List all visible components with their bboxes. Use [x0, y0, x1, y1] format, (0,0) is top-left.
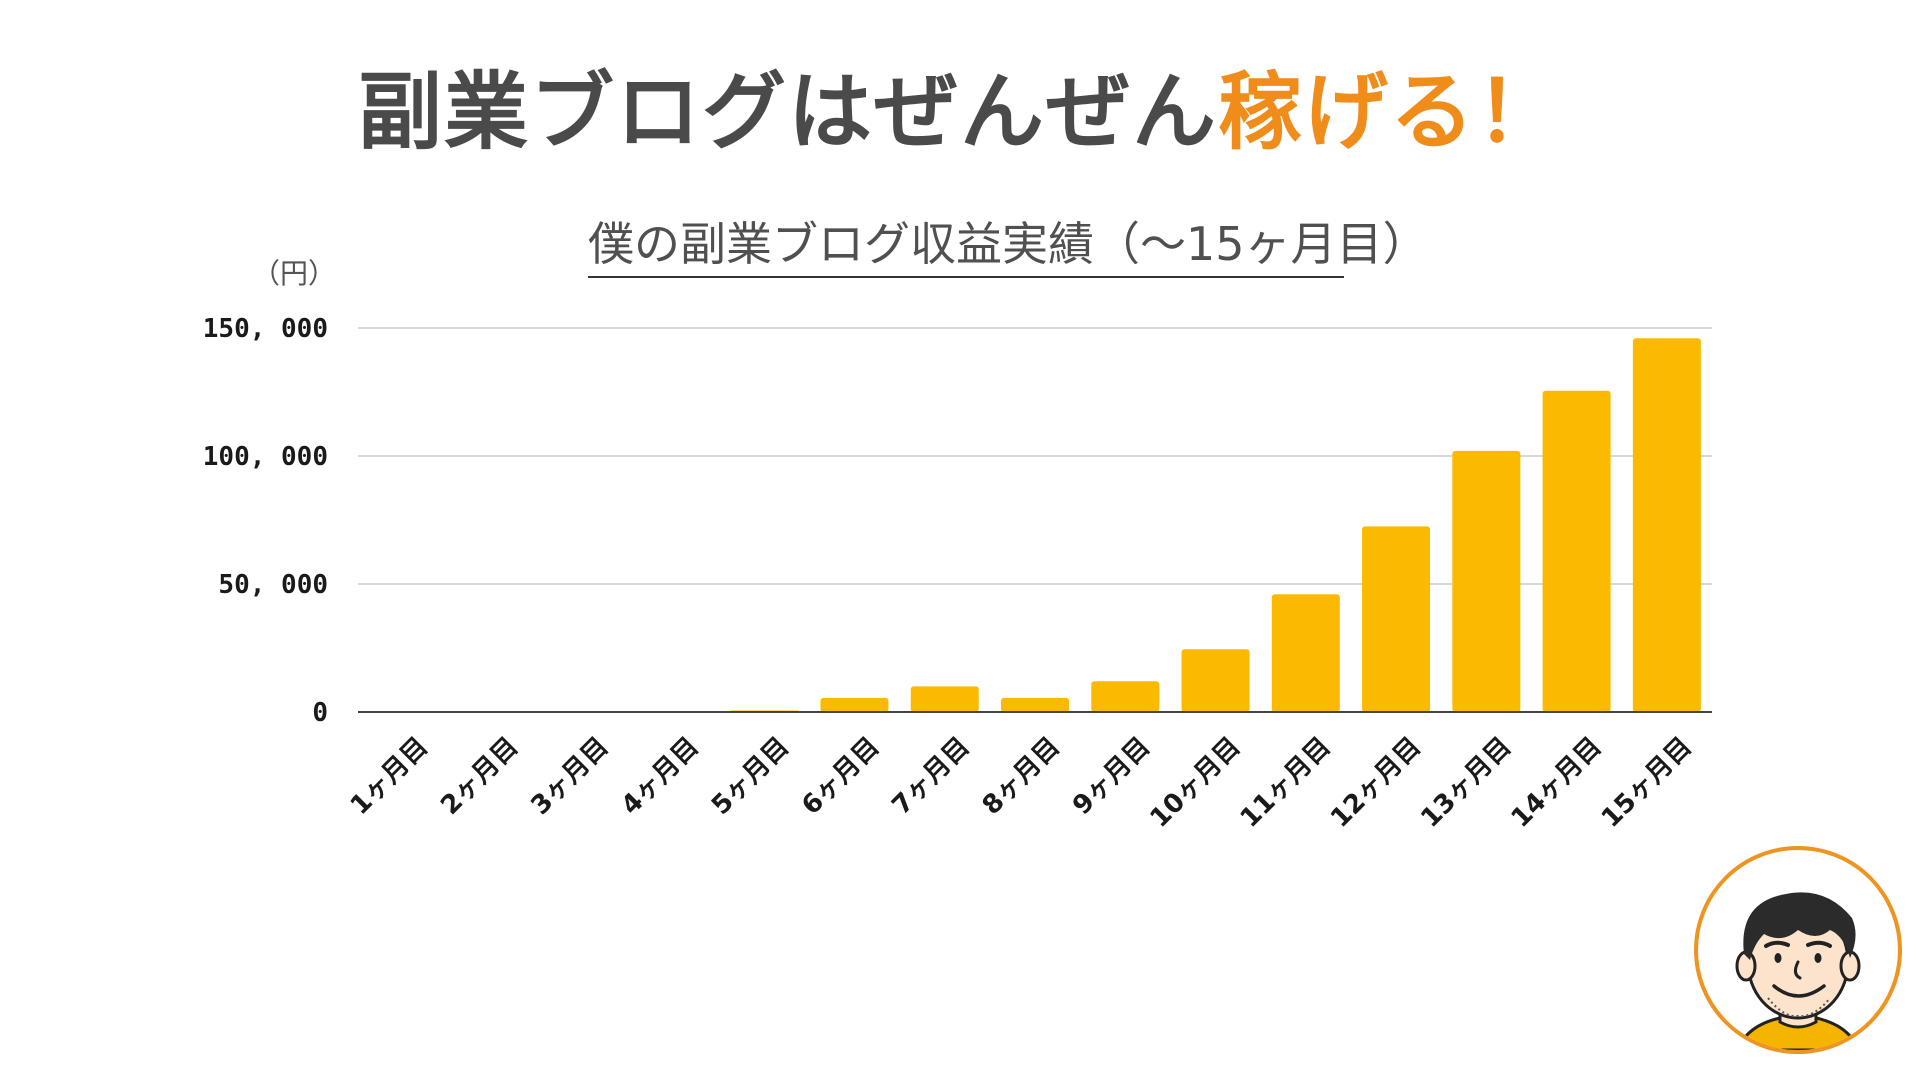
- bar: [820, 697, 889, 712]
- headline-main: 副業ブログはぜんぜん: [357, 63, 1218, 161]
- x-tick-label: 1ヶ月目: [345, 732, 434, 821]
- x-tick-label: 2ヶ月目: [435, 732, 524, 821]
- bar: [1362, 526, 1431, 712]
- chart-bars: [459, 338, 1701, 712]
- x-tick-label: 15ヶ月目: [1596, 732, 1698, 834]
- bar: [1181, 649, 1250, 712]
- chart-title: 僕の副業ブログ収益実績（〜15ヶ月目）: [588, 214, 1429, 278]
- avatar: [1694, 846, 1902, 1054]
- x-tick-label: 12ヶ月目: [1325, 732, 1427, 834]
- x-tick-label: 14ヶ月目: [1506, 732, 1608, 834]
- x-tick-label: 9ヶ月目: [1067, 732, 1156, 821]
- bar: [1001, 697, 1069, 712]
- bar: [910, 686, 979, 712]
- x-tick-label: 7ヶ月目: [887, 732, 976, 821]
- smiling-man-face-icon: [1735, 892, 1861, 1050]
- x-tick-label: 11ヶ月目: [1235, 732, 1337, 834]
- y-axis-unit-label: （円）: [252, 257, 337, 290]
- x-tick-label: 13ヶ月目: [1415, 732, 1517, 834]
- x-tick-label: 10ヶ月目: [1145, 732, 1247, 834]
- headline-accent: 稼げる！: [1218, 63, 1563, 161]
- y-tick-label: 150, 000: [203, 314, 328, 344]
- x-tick-label: 6ヶ月目: [796, 732, 885, 821]
- bar: [1271, 594, 1340, 712]
- page-headline: 副業ブログはぜんぜん稼げる！: [0, 52, 1920, 172]
- bar: [1632, 338, 1701, 712]
- bar: [1091, 681, 1160, 712]
- bar: [1542, 390, 1611, 712]
- x-tick-label: 8ヶ月目: [977, 732, 1066, 821]
- x-tick-label: 5ヶ月目: [706, 732, 795, 821]
- chart-y-tick-labels: 0 50, 000 100, 000 150, 000: [203, 314, 328, 728]
- y-tick-label: 50, 000: [218, 570, 328, 600]
- y-tick-label: 100, 000: [203, 442, 328, 472]
- y-tick-label: 0: [312, 698, 328, 728]
- x-tick-label: 3ヶ月目: [525, 732, 614, 821]
- x-tick-label: 4ヶ月目: [616, 732, 705, 821]
- chart-x-tick-labels: 1ヶ月目 2ヶ月目 3ヶ月目 4ヶ月目 5ヶ月目 6ヶ月目 7ヶ月目 8ヶ月目 9ヶ月目10ヶ月…: [345, 732, 1698, 834]
- bar: [1452, 450, 1521, 712]
